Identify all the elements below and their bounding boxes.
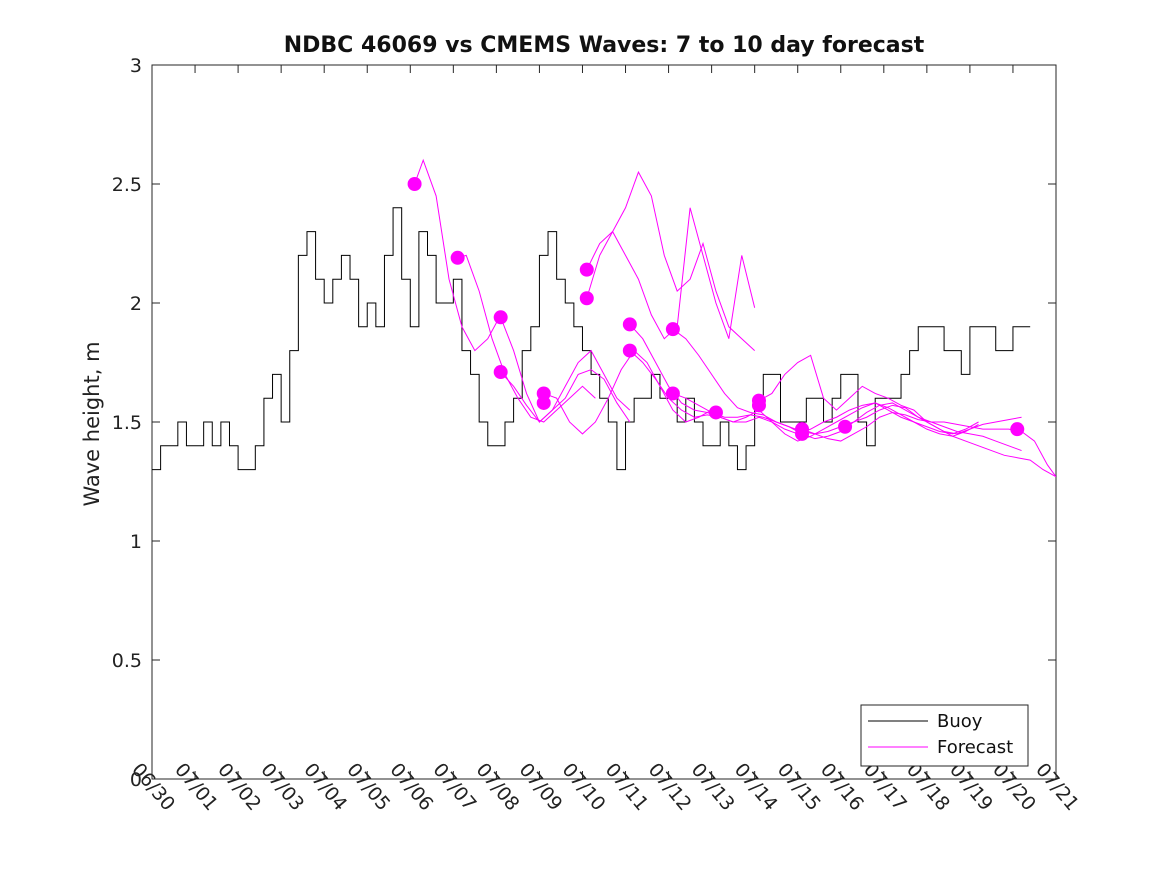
forecast-marker: [450, 250, 465, 265]
forecast-marker: [579, 262, 594, 277]
forecast-series-line: [758, 354, 1056, 478]
x-tick-label: 07/17: [859, 759, 911, 815]
y-tick-label: 0.5: [112, 650, 142, 672]
x-tick-label: 07/08: [471, 759, 523, 815]
legend-box: [860, 704, 1029, 767]
forecast-series-line: [500, 349, 631, 423]
x-tick-label: 07/03: [256, 759, 308, 815]
chart-title: NDBC 46069 vs CMEMS Waves: 7 to 10 day f…: [284, 33, 925, 58]
y-tick-label: 2: [130, 293, 142, 315]
x-tick-label: 07/21: [1031, 759, 1083, 815]
forecast-marker: [838, 419, 853, 434]
x-tick-label: 07/16: [816, 759, 868, 815]
x-tick-label: 07/06: [385, 759, 437, 815]
y-tick-label: 2.5: [112, 174, 142, 196]
x-tick-label: 07/20: [988, 759, 1040, 815]
forecast-marker: [536, 395, 551, 410]
x-tick-label: 07/05: [342, 759, 394, 815]
forecast-marker: [1010, 422, 1025, 437]
forecast-marker: [407, 177, 422, 191]
forecast-marker: [665, 322, 680, 337]
forecast-marker: [493, 310, 508, 325]
forecast-marker: [622, 317, 637, 332]
x-tick-label: 07/11: [601, 759, 653, 815]
y-axis-label: Wave height, m: [80, 341, 104, 506]
forecast-marker: [708, 405, 723, 420]
legend-buoy-label: Buoy: [937, 711, 983, 732]
legend: Buoy Forecast: [860, 704, 1029, 767]
x-tick-label: 07/13: [687, 759, 739, 815]
forecast-series-line: [414, 158, 502, 352]
x-tick-label: 07/10: [558, 759, 610, 815]
x-tick-label: 07/09: [515, 759, 567, 815]
forecast-marker: [493, 365, 508, 380]
x-tick-label: 07/04: [299, 759, 351, 815]
x-tick-label: 07/12: [644, 759, 696, 815]
x-tick-label: 07/02: [213, 759, 265, 815]
forecast-series-line: [629, 324, 979, 435]
forecast-series-line: [543, 349, 712, 435]
y-tick-label: 1.5: [112, 412, 142, 434]
forecast-marker: [665, 386, 680, 401]
y-tick-label: 1: [130, 531, 142, 553]
forecast-marker: [751, 398, 766, 413]
y-tick-label: 0: [130, 769, 142, 791]
forecast-marker: [579, 291, 594, 306]
x-tick-label: 07/01: [170, 759, 222, 815]
forecast-series-line: [586, 170, 756, 351]
x-tick-label: 07/15: [773, 759, 825, 815]
x-tick-label: 07/19: [945, 759, 997, 815]
x-tick-label: 07/14: [730, 759, 782, 815]
forecast-marker: [622, 343, 637, 358]
legend-forecast-label: Forecast: [937, 737, 1013, 758]
buoy-series-line: [152, 207, 1031, 471]
forecast-series-line: [457, 254, 596, 423]
y-tick-label: 3: [130, 55, 142, 77]
plot-area: 00.511.522.5306/3007/0107/0207/0307/0407…: [112, 55, 1083, 815]
x-tick-label: 07/07: [428, 759, 480, 815]
forecast-series-line: [500, 317, 631, 423]
forecast-marker: [795, 426, 810, 441]
x-tick-label: 07/18: [902, 759, 954, 815]
